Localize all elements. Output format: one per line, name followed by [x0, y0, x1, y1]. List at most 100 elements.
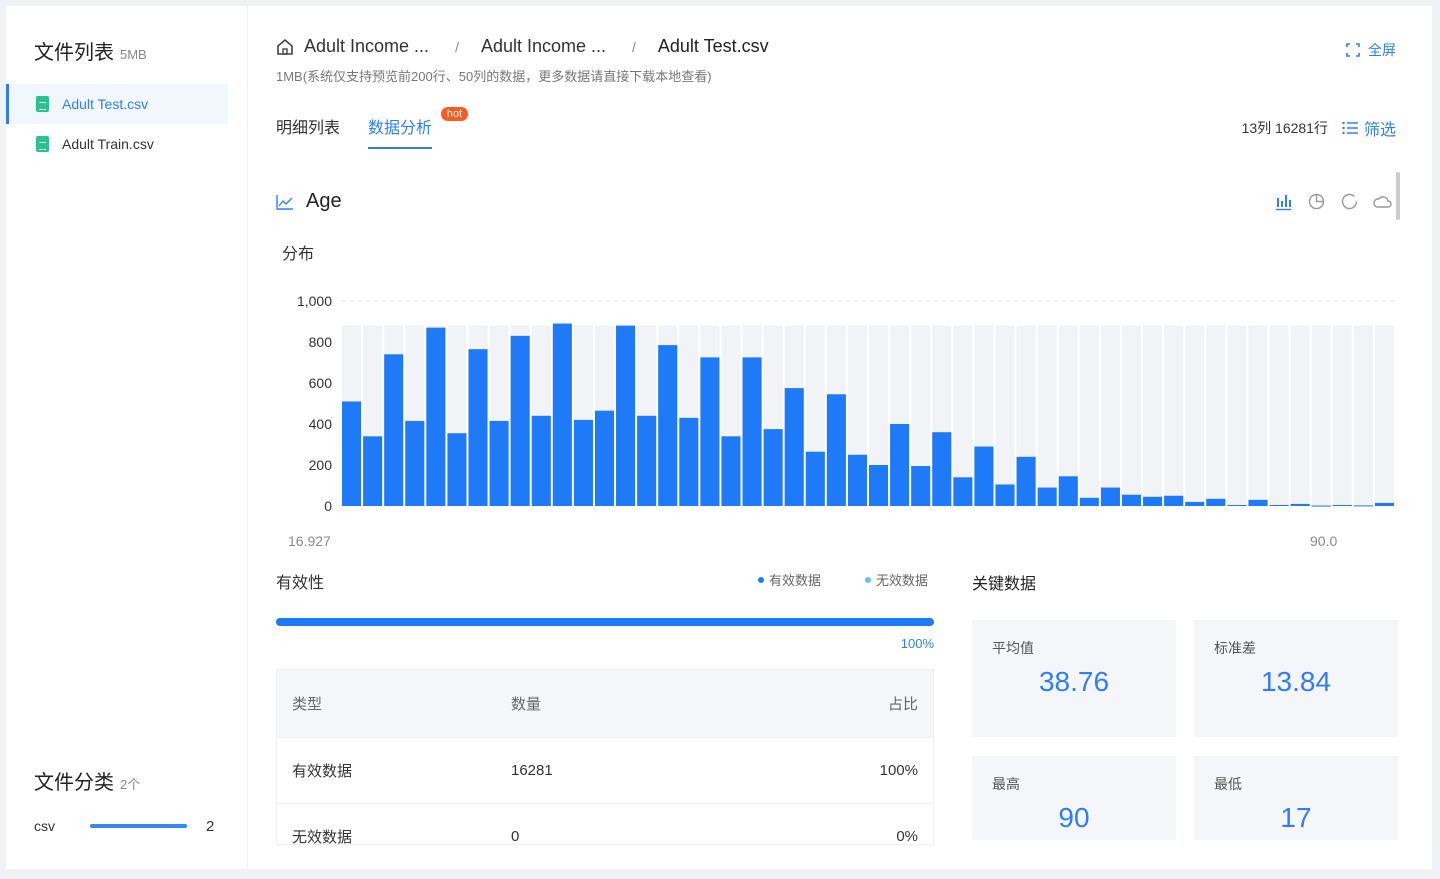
y-tick-label: 200 [309, 457, 333, 473]
bar [1058, 476, 1078, 506]
chart-type-switcher [1274, 192, 1392, 211]
bar [742, 357, 762, 506]
header-ratio: 占比 [887, 696, 918, 713]
file-item-adult-test[interactable]: Adult Test.csv [6, 84, 228, 124]
legend-label: 有效数据 [769, 573, 822, 588]
y-tick-label: 800 [309, 334, 333, 350]
total-size: 5MB [120, 47, 147, 62]
bar-background [995, 325, 1015, 506]
breadcrumb-item[interactable]: Adult Income ... [304, 36, 430, 56]
bar [1164, 495, 1184, 506]
fullscreen-label: 全屏 [1368, 42, 1396, 58]
stat-label: 平均值 [992, 640, 1034, 656]
tab-data-analysis[interactable]: 数据分析 hot [368, 107, 469, 149]
y-tick-label: 400 [309, 416, 333, 432]
dimensions-label: 13列 16281行 [1241, 120, 1328, 136]
bar [1248, 499, 1268, 506]
table-meta: 13列 16281行 筛选 [1242, 116, 1396, 140]
bar [890, 424, 910, 506]
home-icon[interactable] [276, 38, 294, 56]
stat-card-std: 标准差 13.84 [1194, 620, 1398, 737]
validity-progress-bar [276, 618, 934, 626]
bar [363, 436, 383, 506]
tab-detail-list[interactable]: 明细列表 [276, 114, 340, 149]
bar-background [1290, 325, 1310, 506]
bar [784, 388, 804, 506]
bar [573, 419, 593, 506]
bar-background [1269, 325, 1289, 506]
bar [1269, 504, 1289, 506]
bar-background [1353, 325, 1373, 506]
bar [426, 327, 446, 506]
fullscreen-button[interactable]: 全屏 [1346, 40, 1396, 60]
table-header-row: 类型 数量 占比 [277, 670, 933, 738]
bar [447, 433, 467, 506]
file-name: Adult Train.csv [62, 136, 154, 152]
breadcrumb-item[interactable]: Adult Income ... [480, 36, 607, 56]
bar [847, 454, 867, 506]
category-label: 文件分类 [34, 772, 114, 794]
word-cloud-icon[interactable] [1373, 192, 1392, 211]
x-min-label: 16.927 [288, 533, 331, 549]
bar-background [1311, 325, 1331, 506]
bar [679, 417, 699, 506]
bar-background [1164, 325, 1184, 506]
bar [1353, 505, 1373, 507]
bar [1037, 487, 1057, 506]
stat-card-min: 最低 17 [1194, 756, 1398, 840]
legend-valid[interactable]: 有效数据 [758, 570, 821, 589]
cell-ratio: 100% [879, 762, 918, 779]
legend-dot [758, 576, 764, 583]
bar [342, 401, 362, 506]
bar [658, 345, 678, 506]
bar [1079, 497, 1099, 506]
bar [510, 335, 530, 506]
bar-background [1058, 325, 1078, 506]
category-row-csv[interactable]: csv 2 [34, 814, 224, 838]
bar [995, 484, 1015, 506]
validity-table: 类型 数量 占比 有效数据 16281 100% 无效数据 0 0% [276, 669, 934, 845]
pie-chart-icon[interactable] [1307, 192, 1326, 211]
stat-label: 最低 [1214, 776, 1242, 792]
file-list-title: 文件列表 5MB [34, 36, 147, 65]
bar-background [1037, 325, 1057, 506]
breadcrumb-current: Adult Test.csv [657, 36, 769, 56]
bar [721, 436, 741, 506]
donut-chart-icon[interactable] [1340, 192, 1359, 211]
validity-progress-fill [276, 618, 934, 626]
file-list-label: 文件列表 [34, 42, 114, 64]
bar-background [1143, 325, 1163, 506]
bar-background [1248, 325, 1268, 506]
header-count: 数量 [511, 696, 542, 713]
list-filter-icon [1342, 121, 1358, 135]
bar [637, 415, 657, 506]
category-file-count: 2 [206, 817, 215, 835]
bar-background [911, 325, 931, 506]
bar-background [1185, 325, 1205, 506]
line-chart-icon [276, 194, 293, 210]
stat-value: 17 [1280, 802, 1312, 833]
bar [1206, 498, 1226, 506]
bar [489, 420, 509, 506]
bar [1290, 503, 1310, 506]
bar-chart-icon[interactable] [1274, 192, 1293, 211]
age-distribution-chart: 1,000 800 600 400 200 0 16.927 90.0 [288, 293, 1396, 549]
filter-label: 筛选 [1363, 122, 1396, 139]
bar [1332, 504, 1352, 506]
table-row: 有效数据 16281 100% [277, 738, 933, 804]
legend-label: 无效数据 [876, 573, 929, 588]
scrollbar-thumb[interactable] [1396, 172, 1400, 220]
bar [531, 415, 551, 506]
bar [552, 323, 572, 506]
validity-percent: 100% [900, 636, 934, 651]
bar-background [953, 325, 973, 506]
file-item-adult-train[interactable]: Adult Train.csv [6, 124, 228, 164]
header-type: 类型 [292, 696, 323, 713]
bar [953, 477, 973, 506]
bar [1185, 501, 1205, 506]
bar [1374, 502, 1394, 506]
cell-count: 16281 [511, 762, 553, 779]
y-tick-label: 600 [309, 375, 333, 391]
legend-invalid[interactable]: 无效数据 [865, 570, 928, 589]
filter-button[interactable]: 筛选 [1342, 116, 1396, 140]
